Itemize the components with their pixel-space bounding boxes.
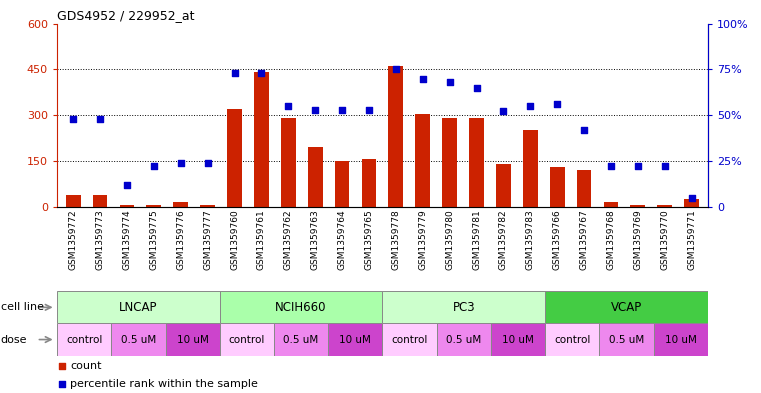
Text: NCIH660: NCIH660: [275, 301, 326, 314]
Point: [67, 116, 79, 122]
Bar: [491, 323, 545, 356]
Text: 0.5 uM: 0.5 uM: [609, 334, 644, 345]
Bar: [220, 323, 274, 356]
Text: dose: dose: [1, 334, 27, 345]
Bar: [388, 66, 403, 207]
Text: control: control: [391, 334, 428, 345]
Bar: [93, 195, 107, 207]
Point: [175, 160, 187, 166]
Text: 10 uM: 10 uM: [664, 334, 696, 345]
Point: [444, 79, 456, 85]
Point: [686, 195, 698, 201]
Point: [202, 160, 214, 166]
Bar: [654, 323, 708, 356]
Bar: [545, 291, 708, 323]
Bar: [545, 323, 599, 356]
Point: [632, 163, 644, 169]
Point: [470, 84, 482, 91]
Point: [282, 103, 295, 109]
Text: 0.5 uM: 0.5 uM: [283, 334, 319, 345]
Bar: [523, 130, 538, 207]
Point: [336, 107, 349, 113]
Text: 10 uM: 10 uM: [177, 334, 209, 345]
Bar: [469, 118, 484, 207]
Point: [658, 163, 670, 169]
Bar: [65, 195, 81, 207]
Point: [416, 75, 428, 82]
Text: PC3: PC3: [453, 301, 475, 314]
Bar: [684, 199, 699, 207]
Point: [605, 163, 617, 169]
Text: control: control: [66, 334, 103, 345]
Bar: [361, 160, 377, 207]
Text: VCAP: VCAP: [611, 301, 642, 314]
Point: [256, 70, 268, 76]
Bar: [603, 202, 619, 207]
Point: [309, 107, 321, 113]
Bar: [382, 323, 437, 356]
Bar: [174, 202, 188, 207]
Point: [94, 116, 107, 122]
Text: GDS4952 / 229952_at: GDS4952 / 229952_at: [57, 9, 195, 22]
Point: [121, 182, 133, 188]
Text: 0.5 uM: 0.5 uM: [121, 334, 156, 345]
Bar: [57, 323, 111, 356]
Point: [390, 66, 402, 72]
Text: control: control: [228, 334, 265, 345]
Bar: [416, 114, 430, 207]
Point: [228, 70, 240, 76]
Bar: [442, 118, 457, 207]
Text: cell line: cell line: [1, 302, 44, 312]
Point: [524, 103, 537, 109]
Bar: [335, 161, 349, 207]
Bar: [254, 72, 269, 207]
Point: [578, 127, 590, 133]
Bar: [630, 205, 645, 207]
Point: [551, 101, 563, 107]
Bar: [437, 323, 491, 356]
Point: [148, 163, 160, 169]
Bar: [599, 323, 654, 356]
Text: percentile rank within the sample: percentile rank within the sample: [70, 379, 258, 389]
Bar: [227, 109, 242, 207]
Bar: [307, 147, 323, 207]
Point: [363, 107, 375, 113]
Bar: [57, 291, 220, 323]
Bar: [165, 323, 220, 356]
Bar: [382, 291, 545, 323]
Bar: [496, 164, 511, 207]
Point: [258, 286, 270, 293]
Text: 0.5 uM: 0.5 uM: [446, 334, 482, 345]
Point: [497, 108, 509, 115]
Text: 10 uM: 10 uM: [502, 334, 534, 345]
Point: [258, 127, 270, 133]
Bar: [658, 205, 672, 207]
Bar: [200, 205, 215, 207]
Bar: [146, 205, 161, 207]
Text: count: count: [70, 361, 101, 371]
Bar: [549, 167, 565, 207]
Bar: [281, 118, 296, 207]
Bar: [274, 323, 328, 356]
Bar: [328, 323, 382, 356]
Bar: [119, 205, 135, 207]
Text: control: control: [554, 334, 591, 345]
Text: LNCAP: LNCAP: [119, 301, 158, 314]
Bar: [111, 323, 165, 356]
Bar: [577, 170, 591, 207]
Bar: [220, 291, 382, 323]
Text: 10 uM: 10 uM: [339, 334, 371, 345]
